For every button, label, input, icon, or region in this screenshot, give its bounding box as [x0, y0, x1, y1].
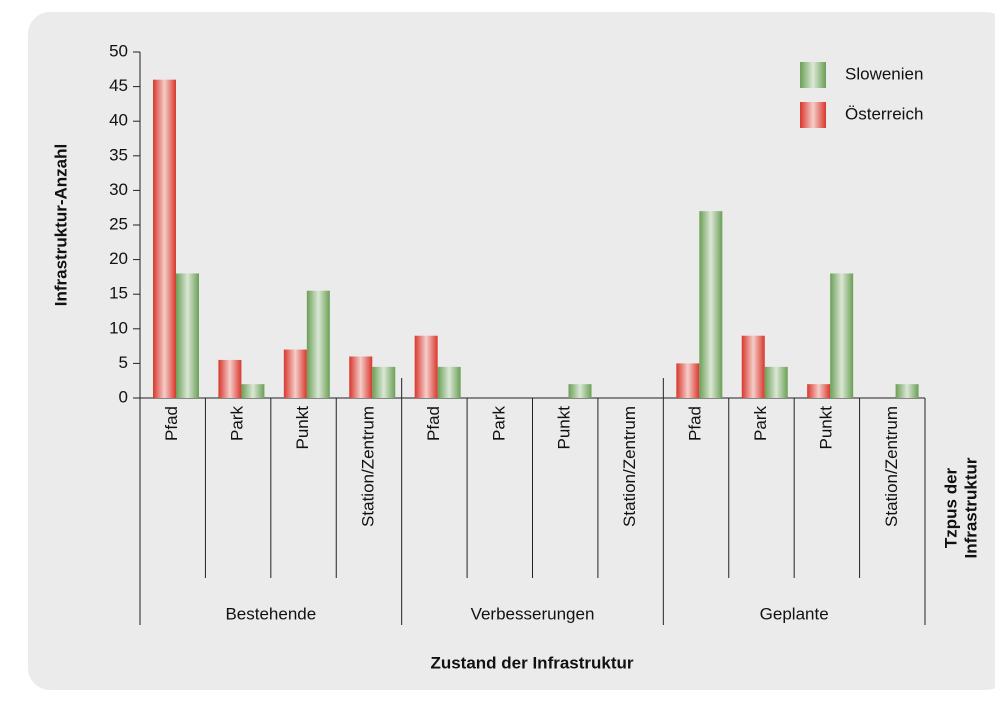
x-tick-label: Park	[228, 406, 247, 441]
bar	[895, 384, 919, 398]
x-axis-title: Zustand der Infrastruktur	[430, 653, 633, 672]
x-tick-label: Punkt	[816, 406, 835, 450]
bar	[283, 349, 307, 398]
legend-swatch	[800, 102, 826, 128]
x-tick-label: Park	[751, 406, 770, 441]
bar	[830, 273, 854, 398]
y-axis-title: Infrastruktur-Anzahl	[51, 144, 70, 306]
x-tick-label: Pfad	[162, 406, 181, 441]
group-label: Geplante	[760, 604, 829, 623]
legend-label: Österreich	[845, 104, 923, 123]
panel	[28, 12, 995, 690]
x-tick-label: Pfad	[686, 406, 705, 441]
bar	[176, 273, 199, 398]
x-axis-title-2: Tzpus der Infrastruktur	[941, 457, 980, 558]
bar	[699, 211, 723, 398]
bar	[741, 335, 765, 398]
x-axis-title-2-line: Infrastruktur	[961, 457, 980, 558]
bar	[437, 366, 461, 398]
group-label: Verbesserungen	[471, 604, 595, 623]
legend-swatch	[800, 62, 826, 88]
x-tick-label: Punkt	[293, 406, 312, 450]
y-tick-label: 20	[109, 249, 128, 268]
y-tick-label: 30	[109, 180, 128, 199]
x-tick-label: Station/Zentrum	[620, 406, 639, 527]
bar	[153, 79, 176, 399]
x-tick-label: Station/Zentrum	[882, 406, 901, 527]
bar	[414, 335, 438, 398]
legend-label: Slowenien	[845, 64, 923, 83]
x-tick-label: Punkt	[555, 406, 574, 450]
y-tick-label: 35	[109, 145, 128, 164]
bar	[218, 359, 242, 398]
y-tick-label: 45	[109, 76, 128, 95]
bar	[241, 384, 265, 398]
y-tick-label: 0	[119, 387, 128, 406]
bar	[764, 366, 788, 398]
bar	[306, 290, 330, 398]
y-tick-label: 10	[109, 318, 128, 337]
y-tick-label: 25	[109, 214, 128, 233]
y-tick-label: 15	[109, 284, 128, 303]
x-tick-label: Pfad	[424, 406, 443, 441]
bar	[676, 363, 700, 398]
y-tick-label: 40	[109, 111, 128, 130]
bar	[349, 356, 373, 398]
bar	[568, 384, 592, 398]
x-tick-label: Station/Zentrum	[358, 406, 377, 527]
y-tick-label: 5	[119, 353, 128, 372]
y-tick-label: 50	[109, 41, 128, 60]
x-axis-title-2-line: Tzpus der	[941, 467, 960, 548]
bar	[807, 384, 831, 398]
group-label: Bestehende	[225, 604, 316, 623]
x-tick-label: Park	[489, 406, 508, 441]
bar	[372, 366, 396, 398]
